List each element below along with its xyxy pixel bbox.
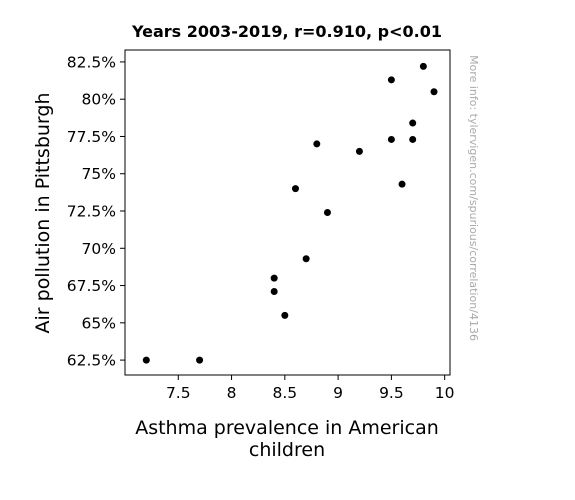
source-watermark: More info: tylervigen.com/spurious/corre…	[467, 55, 480, 341]
y-axis: 62.5% 65% 67.5% 70% 72.5% 75% 77.5% 80% 82.5%	[67, 53, 125, 370]
data-point	[419, 62, 427, 70]
data-point	[323, 209, 331, 216]
data-point	[281, 311, 289, 319]
data-point	[387, 135, 395, 143]
data-point	[142, 356, 150, 364]
y-tick-label: 77.5%	[67, 128, 116, 146]
x-tick-label: 9	[333, 384, 343, 402]
y-tick-label: 80%	[82, 91, 116, 109]
y-tick-label: 72.5%	[67, 203, 116, 221]
y-tick-label: 82.5%	[67, 53, 116, 71]
x-tick-label: 9.5	[379, 384, 404, 402]
data-point	[387, 76, 395, 84]
data-point	[313, 140, 321, 148]
x-tick-label: 8.5	[273, 384, 298, 402]
data-point	[291, 185, 299, 193]
data-points	[142, 62, 438, 364]
x-axis-title-line-2: children	[249, 439, 325, 461]
data-point	[302, 255, 310, 263]
y-tick-label: 70%	[82, 240, 116, 258]
data-point	[355, 147, 363, 155]
y-tick-label: 75%	[82, 165, 116, 183]
chart-title: Years 2003-2019, r=0.910, p<0.01	[131, 22, 442, 41]
data-point	[409, 135, 417, 143]
x-tick-label: 8	[227, 384, 237, 402]
plot-frame	[124, 49, 451, 376]
x-tick-label: 7.5	[166, 384, 191, 402]
x-tick-label: 10	[435, 384, 455, 402]
data-point	[270, 274, 278, 282]
data-point	[409, 119, 417, 127]
data-point	[196, 356, 204, 364]
y-tick-label: 65%	[82, 314, 116, 332]
data-point	[430, 88, 438, 96]
y-axis-title: Air pollution in Pittsburgh	[32, 92, 54, 333]
x-axis-title-line-1: Asthma prevalence in American	[135, 417, 439, 439]
y-tick-label: 62.5%	[67, 352, 116, 370]
x-axis: 7.5 8 8.5 9 9.5 10	[166, 375, 455, 402]
data-point	[398, 180, 406, 188]
y-tick-label: 67.5%	[67, 277, 116, 295]
data-point	[270, 288, 278, 296]
